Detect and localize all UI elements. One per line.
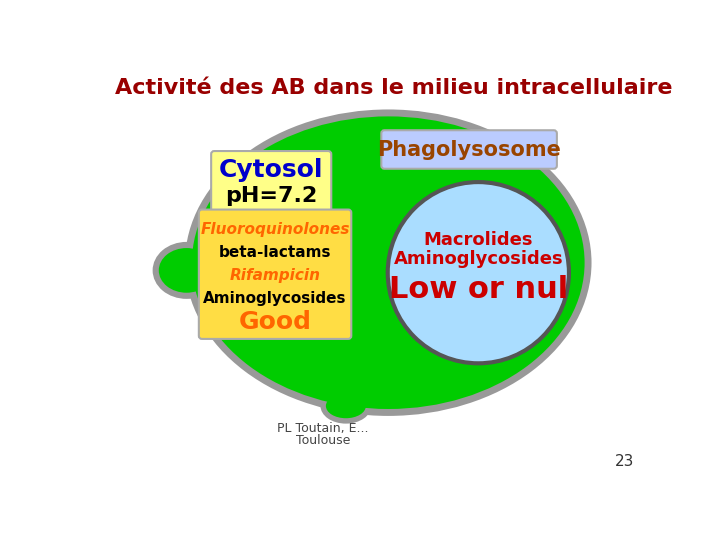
Text: Good: Good [238,310,312,334]
FancyBboxPatch shape [382,130,557,168]
Circle shape [390,184,567,361]
Ellipse shape [185,110,592,416]
Text: Aminoglycosides: Aminoglycosides [203,292,347,306]
Text: Fluoroquinolones: Fluoroquinolones [200,222,350,237]
Text: Aminoglycosides: Aminoglycosides [394,250,563,268]
FancyBboxPatch shape [211,151,331,217]
Ellipse shape [153,242,220,299]
Circle shape [387,181,570,364]
Ellipse shape [326,394,366,418]
Text: Activité des AB dans le milieu intracellulaire: Activité des AB dans le milieu intracell… [115,78,672,98]
Ellipse shape [159,248,215,293]
Text: Cytosol: Cytosol [219,158,323,183]
Text: Macrolides: Macrolides [423,231,533,249]
Text: pH=7.2: pH=7.2 [225,186,318,206]
Ellipse shape [192,117,585,409]
Text: Low or nul: Low or nul [389,275,568,304]
Text: Phagolysosome: Phagolysosome [377,139,561,159]
Text: 23: 23 [616,454,634,469]
Text: Rifampicin: Rifampicin [230,268,320,284]
Ellipse shape [320,388,372,423]
Text: beta-lactams: beta-lactams [219,245,331,260]
FancyBboxPatch shape [199,210,351,339]
Text: Toulouse: Toulouse [296,434,350,447]
Text: PL Toutain, E...: PL Toutain, E... [277,422,369,435]
